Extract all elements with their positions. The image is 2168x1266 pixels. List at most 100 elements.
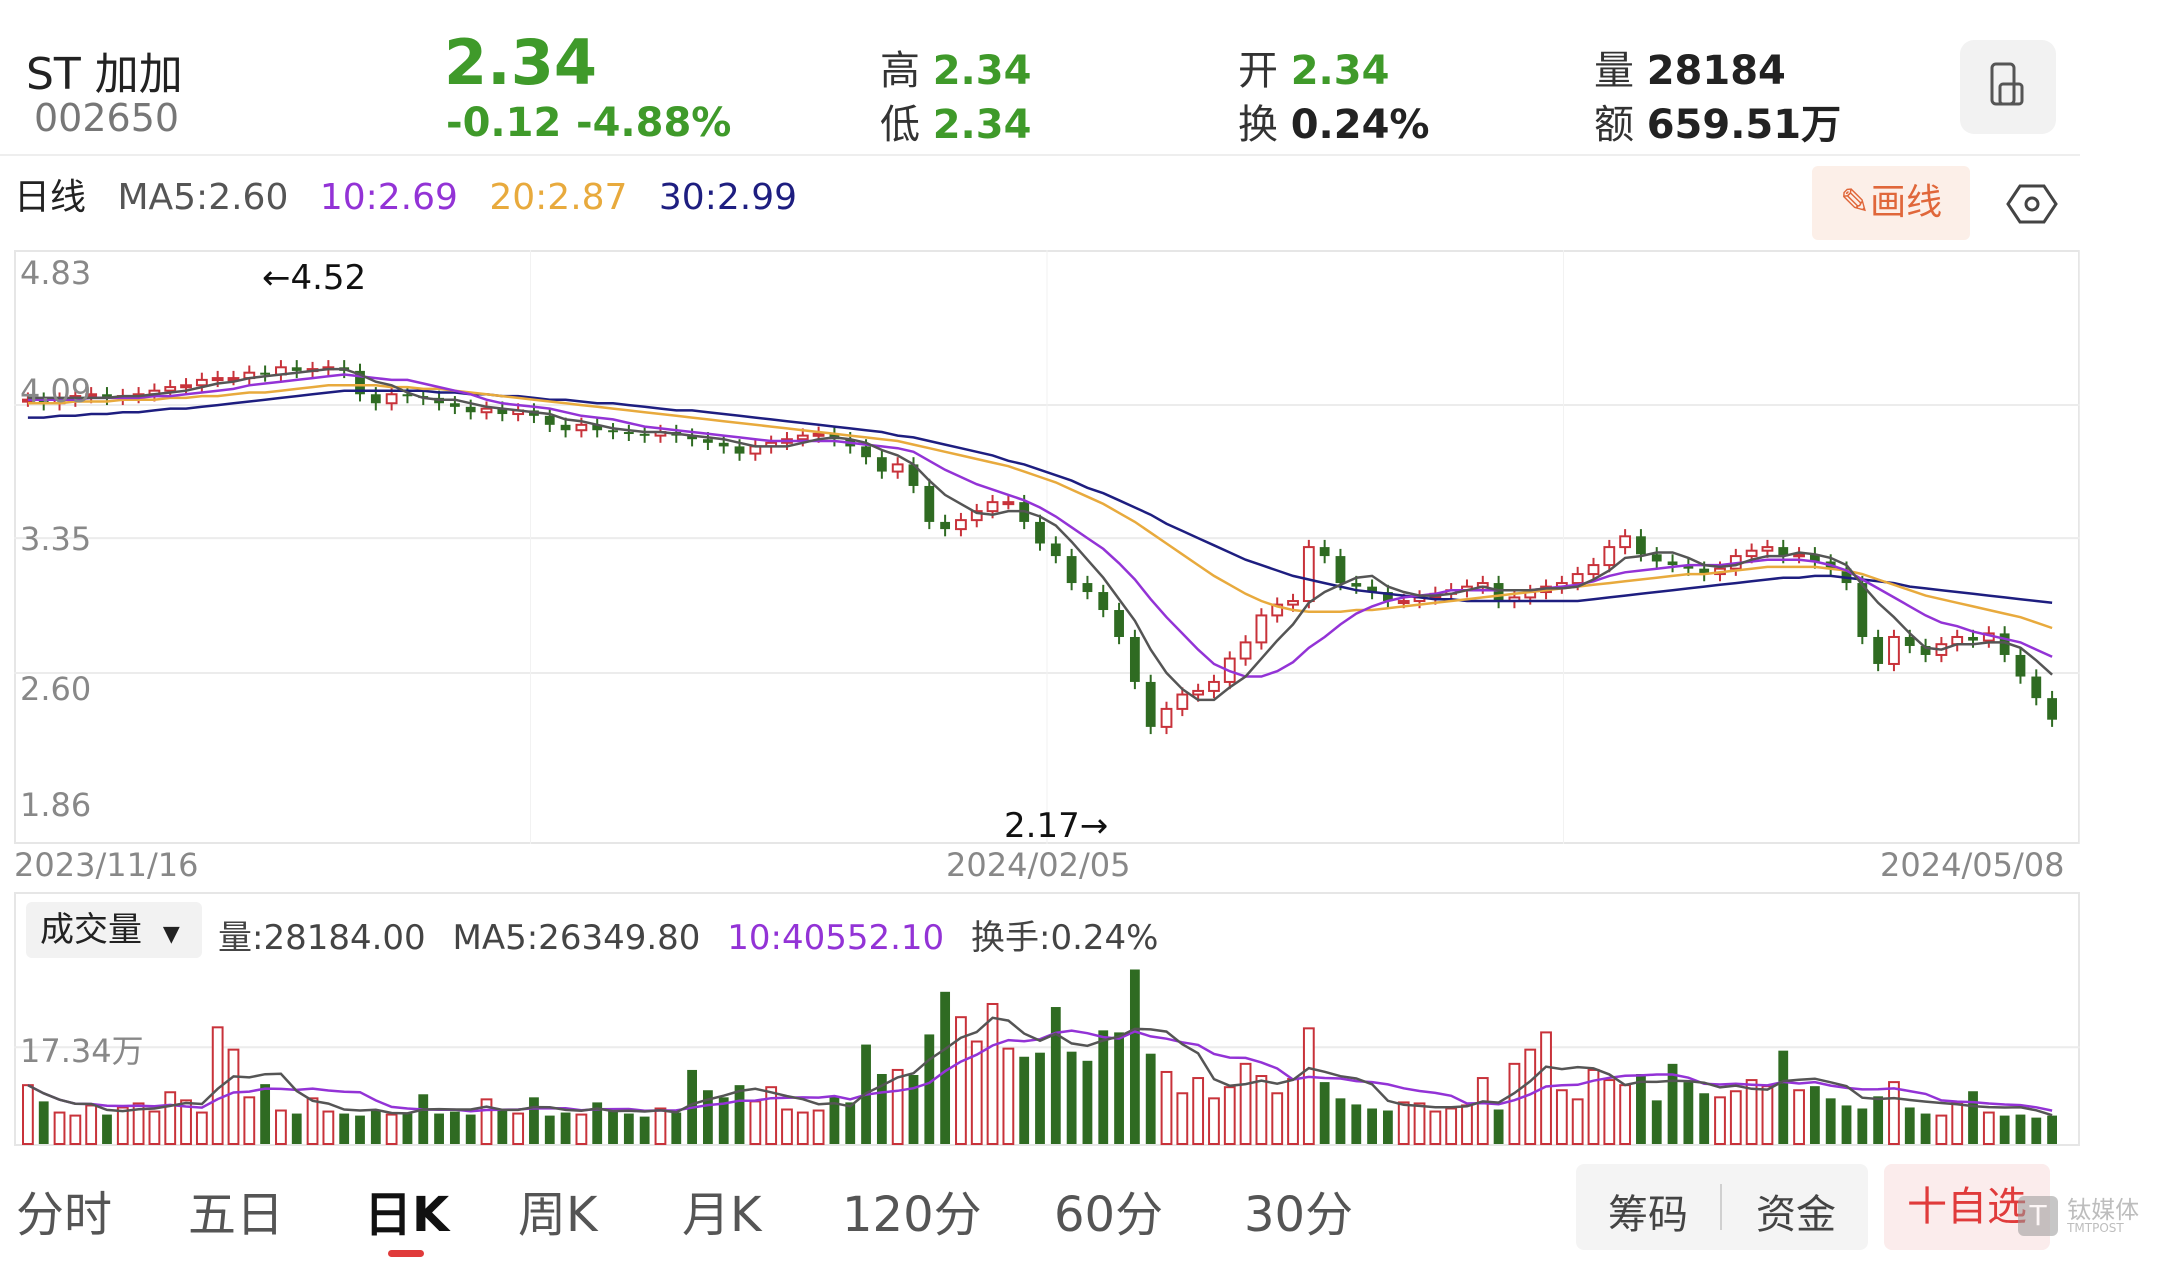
y-label-2: 4.09 xyxy=(20,372,92,410)
stat-volume: 量 28184 xyxy=(1594,38,1786,96)
volume-bar xyxy=(180,1099,192,1145)
candle-body xyxy=(1857,583,1868,637)
ma30-line xyxy=(27,389,2053,605)
candle-body xyxy=(227,377,240,382)
watermark-logo-icon: T xyxy=(2018,1196,2058,1236)
volume-bar xyxy=(306,1097,319,1146)
tab-five-day[interactable]: 五日 xyxy=(188,1187,285,1243)
y-label-top: 4.83 xyxy=(20,254,92,292)
volume-bar xyxy=(164,1091,177,1145)
volume-bar xyxy=(1761,1085,1774,1145)
tab-120min[interactable]: 120分 xyxy=(842,1187,982,1243)
volume-bar xyxy=(512,1112,525,1145)
candle-body xyxy=(1002,501,1015,506)
volume-y-label: 17.34万 xyxy=(20,1032,144,1070)
candle-body xyxy=(1809,554,1820,562)
y-label-3: 3.35 xyxy=(20,520,92,558)
candle-body xyxy=(1114,610,1124,637)
current-price: 2.34 xyxy=(444,26,597,99)
candle-body xyxy=(211,377,224,382)
candle-body xyxy=(1571,573,1584,585)
candle-body xyxy=(385,393,398,405)
volume-indicator-select[interactable]: 成交量 ▼ xyxy=(26,902,202,958)
stock-name: ST 加加 xyxy=(26,49,183,100)
volume-bar xyxy=(1636,1073,1646,1144)
tab-daily-k[interactable]: 日K xyxy=(364,1187,450,1243)
draw-line-button[interactable]: ✎画线 xyxy=(1812,166,1970,240)
candle-body xyxy=(1335,556,1346,584)
volume-bar xyxy=(1778,1050,1789,1144)
candle-body xyxy=(1793,553,1805,558)
candle-body xyxy=(1999,633,2010,655)
candle-body xyxy=(544,415,555,425)
candle-body xyxy=(402,394,413,397)
price-chart[interactable] xyxy=(14,250,2080,844)
candle-body xyxy=(796,434,809,441)
tab-monthly-k[interactable]: 月K xyxy=(682,1187,762,1243)
candle-body xyxy=(497,408,508,415)
stat-low: 低 2.34 xyxy=(880,92,1031,150)
volume-bar xyxy=(22,1084,34,1145)
tab-60min[interactable]: 60分 xyxy=(1054,1187,1164,1243)
candle-body xyxy=(1208,680,1220,692)
header-divider xyxy=(0,154,2080,156)
funds-button[interactable]: 资金 xyxy=(1756,1192,1836,1238)
volume-bar xyxy=(781,1108,793,1145)
candle-body xyxy=(1636,536,1646,555)
candle-body xyxy=(2047,698,2057,720)
candle-body xyxy=(940,521,951,530)
settings-hexagon-icon xyxy=(2006,184,2058,224)
tab-intraday[interactable]: 分时 xyxy=(16,1187,113,1243)
buttons-separator xyxy=(1720,1184,1722,1230)
volume-bar xyxy=(1461,1104,1473,1146)
candle-body xyxy=(1302,546,1315,603)
volume-bar xyxy=(418,1094,429,1144)
candle-body xyxy=(1176,693,1189,710)
volume-bar xyxy=(812,1109,825,1145)
stat-turnover-label: 换 xyxy=(1238,102,1278,148)
volume-bar xyxy=(1729,1090,1742,1146)
volume-chart[interactable] xyxy=(14,956,2080,1146)
date-mid: 2024/02/05 xyxy=(946,846,1131,884)
ma20-line xyxy=(27,384,2053,630)
volume-bar xyxy=(449,1111,460,1144)
volume-bar xyxy=(497,1110,508,1144)
volume-bar xyxy=(1999,1115,2010,1144)
volume-bar xyxy=(322,1110,335,1146)
price-change-pct: -4.88% xyxy=(576,100,732,146)
volume-bar xyxy=(575,1113,588,1145)
volume-bar xyxy=(1351,1104,1362,1144)
landscape-toggle-button[interactable] xyxy=(1960,40,2056,134)
volume-bar xyxy=(132,1102,145,1145)
chips-button[interactable]: 筹码 xyxy=(1608,1192,1688,1238)
volume-bar xyxy=(1271,1092,1284,1145)
candle-body xyxy=(908,464,919,486)
price-change: -0.12 xyxy=(446,100,562,146)
volume-bar xyxy=(1888,1081,1900,1145)
volume-bar xyxy=(102,1114,112,1144)
volume-bar xyxy=(465,1114,476,1144)
volume-bar xyxy=(1603,1079,1616,1145)
candle-body xyxy=(955,519,967,531)
stat-low-value: 2.34 xyxy=(932,102,1032,148)
volume-legend: 量:28184.00 MA5:26349.80 10:40552.10 换手:0… xyxy=(218,910,1158,959)
volume-turnover: 换手:0.24% xyxy=(971,918,1159,958)
volume-bar xyxy=(434,1113,444,1144)
volume-bar xyxy=(1651,1100,1662,1144)
candle-body xyxy=(1066,556,1077,584)
volume-value: 量:28184.00 xyxy=(218,918,426,958)
watermark: T 钛媒体 TMTPOST xyxy=(2018,1196,2139,1236)
add-watchlist-label: 十自选 xyxy=(1907,1184,2027,1230)
settings-button[interactable] xyxy=(2004,176,2060,232)
volume-bar xyxy=(703,1090,713,1144)
candle-body xyxy=(1603,546,1616,567)
stock-code: 002650 xyxy=(34,96,180,140)
tab-weekly-k[interactable]: 周K xyxy=(518,1187,598,1243)
volume-bar xyxy=(480,1098,493,1145)
volume-bar xyxy=(402,1113,413,1144)
period-label[interactable]: 日线 xyxy=(14,177,87,218)
volume-bar xyxy=(924,1034,935,1144)
stat-amount-value: 659.51万 xyxy=(1646,102,1842,148)
candle-body xyxy=(734,446,745,454)
tab-30min[interactable]: 30分 xyxy=(1244,1187,1354,1243)
